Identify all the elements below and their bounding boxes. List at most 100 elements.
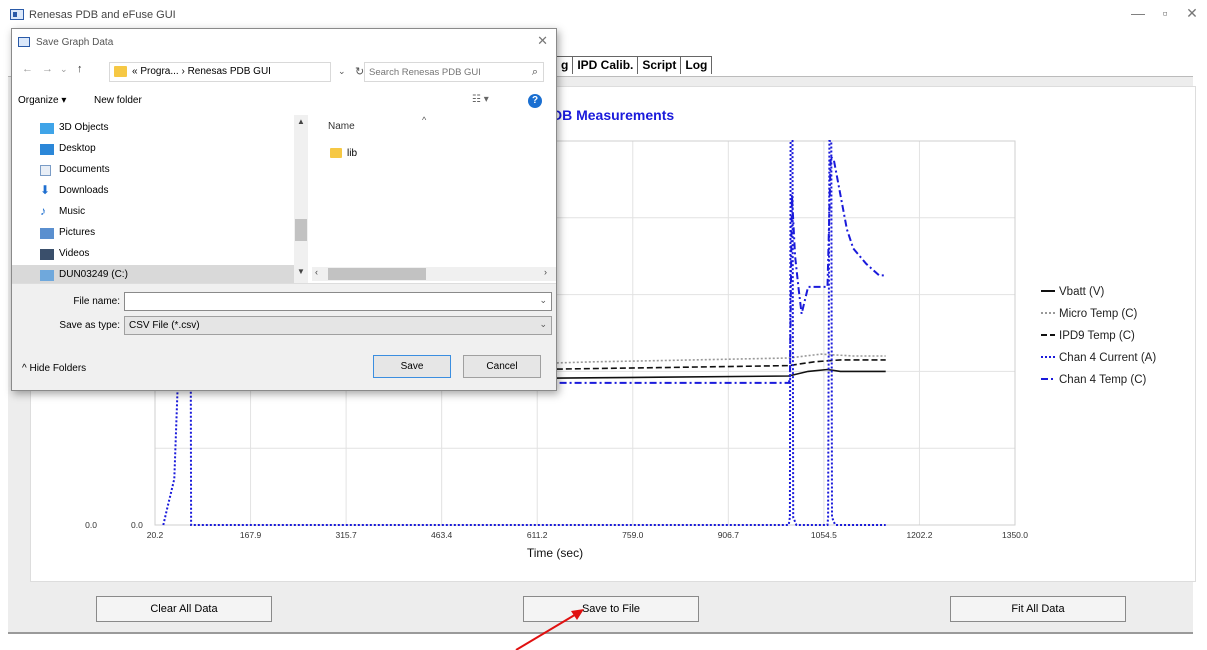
desktop-icon (40, 144, 54, 155)
chart-title: DB Measurements (552, 107, 674, 123)
tab-partial[interactable]: g (556, 56, 573, 74)
dialog-save-button[interactable]: Save (373, 355, 451, 378)
x-axis-label: Time (sec) (527, 546, 583, 560)
search-box[interactable]: ⌕ (364, 62, 544, 82)
videos-icon (40, 249, 54, 260)
help-icon[interactable]: ? (528, 94, 542, 108)
address-row: ← → ⌄ ↑ « Progra... › Renesas PDB GUI ⌄ … (12, 59, 556, 83)
nav-item-drive-c[interactable]: DUN03249 (C:) (12, 265, 294, 285)
nav-pane-scrollbar[interactable]: ▲ ▼ (294, 115, 308, 283)
chevron-down-icon[interactable]: ⌄ (539, 319, 547, 329)
nav-item-label: Videos (59, 248, 90, 259)
scrollbar-thumb[interactable] (328, 268, 426, 280)
x-tick-label: 463.4 (431, 530, 453, 540)
file-list-pane: ^ Name lib (312, 115, 556, 283)
sort-ascending-icon: ^ (422, 115, 427, 125)
tab-log[interactable]: Log (680, 56, 713, 74)
x-tick-label: 1202.2 (906, 530, 932, 540)
hide-folders-button[interactable]: ^ Hide Folders (22, 363, 87, 374)
x-tick-label: 20.2 (147, 530, 164, 540)
nav-item-label: Documents (59, 164, 110, 175)
x-tick-label: 167.9 (240, 530, 262, 540)
nav-item-music[interactable]: ♪ Music (40, 202, 306, 222)
legend-label: Micro Temp (C) (1059, 308, 1138, 320)
tab-ipd-calib[interactable]: IPD Calib. (572, 56, 638, 74)
tab-strip: g IPD Calib. Script Log (556, 54, 713, 74)
organize-menu[interactable]: Organize ▾ (18, 95, 67, 106)
nav-item-label: Pictures (59, 227, 96, 238)
refresh-icon[interactable]: ↻ (355, 66, 365, 78)
scroll-up-icon[interactable]: ▲ (297, 117, 305, 126)
address-bar[interactable]: « Progra... › Renesas PDB GUI ⌄ ↻ (109, 62, 364, 82)
x-tick-label: 906.7 (718, 530, 740, 540)
save-type-select[interactable]: CSV File (*.csv) ⌄ (124, 316, 552, 335)
cube-icon (40, 123, 54, 134)
view-options-icon[interactable]: ☷ ▾ (472, 94, 489, 105)
up-arrow-icon[interactable]: ↑ (77, 63, 83, 75)
main-titlebar: Renesas PDB and eFuse GUI — ▫ ✕ (0, 0, 1207, 30)
scrollbar-thumb[interactable] (295, 219, 307, 241)
minimize-icon[interactable]: — (1131, 5, 1145, 21)
dialog-title: Save Graph Data (36, 37, 114, 48)
file-name-input[interactable] (128, 294, 528, 309)
file-name-label: File name: (73, 296, 120, 307)
file-name-field[interactable]: ⌄ (124, 292, 552, 311)
nav-item-label: DUN03249 (C:) (59, 269, 128, 280)
nav-item-documents[interactable]: Documents (40, 160, 306, 180)
tab-script[interactable]: Script (637, 56, 681, 74)
folder-icon (330, 148, 342, 158)
nav-item-downloads[interactable]: ⬇ Downloads (40, 181, 306, 201)
close-icon[interactable]: ✕ (1186, 5, 1198, 21)
save-graph-dialog: Save Graph Data ✕ ← → ⌄ ↑ « Progra... › … (11, 28, 557, 391)
folder-icon (114, 66, 127, 77)
x-tick-label: 1350.0 (1002, 530, 1028, 540)
drive-icon (40, 270, 54, 281)
save-to-file-button[interactable]: Save to File (523, 596, 699, 622)
x-tick-label: 759.0 (622, 530, 644, 540)
address-path[interactable]: « Progra... › Renesas PDB GUI (132, 66, 271, 77)
forward-arrow-icon[interactable]: → (42, 63, 53, 75)
nav-item-label: 3D Objects (59, 122, 109, 133)
recent-locations-icon[interactable]: ⌄ (60, 64, 68, 74)
scroll-left-icon[interactable]: ‹ (315, 267, 318, 277)
window-title: Renesas PDB and eFuse GUI (29, 9, 176, 21)
legend-label: Chan 4 Temp (C) (1059, 374, 1147, 386)
name-column-header[interactable]: Name (328, 121, 355, 132)
dialog-cancel-button[interactable]: Cancel (463, 355, 541, 378)
navigation-pane: 3D Objects Desktop Documents ⬇ Downloads… (12, 115, 308, 285)
legend-label: Chan 4 Current (A) (1059, 352, 1156, 364)
scroll-down-icon[interactable]: ▼ (297, 267, 305, 276)
chevron-down-icon[interactable]: ⌄ (539, 295, 547, 305)
save-type-value: CSV File (*.csv) (129, 320, 200, 331)
fit-all-data-button[interactable]: Fit All Data (950, 596, 1126, 622)
chevron-down-icon[interactable]: ⌄ (338, 66, 346, 76)
maximize-icon[interactable]: ▫ (1162, 5, 1168, 21)
dialog-titlebar: Save Graph Data ✕ (12, 29, 556, 55)
nav-item-desktop[interactable]: Desktop (40, 139, 306, 159)
nav-item-pictures[interactable]: Pictures (40, 223, 306, 243)
command-bar: Organize ▾ New folder ☷ ▾ ? (12, 91, 556, 113)
file-pane-scrollbar[interactable]: ‹ › (312, 267, 556, 281)
pictures-icon (40, 228, 54, 239)
secondary-axis-tick-label: 0.0 (131, 520, 143, 530)
search-icon: ⌕ (531, 66, 538, 78)
legend-label: Vbatt (V) (1059, 286, 1105, 298)
nav-item-videos[interactable]: Videos (40, 244, 306, 264)
dialog-close-icon[interactable]: ✕ (537, 33, 548, 48)
app-icon (10, 9, 24, 20)
back-arrow-icon[interactable]: ← (22, 63, 33, 75)
documents-icon (40, 165, 51, 176)
search-input[interactable] (369, 65, 519, 79)
nav-item-label: Downloads (59, 185, 109, 196)
nav-item-3d-objects[interactable]: 3D Objects (40, 118, 306, 138)
save-type-label: Save as type: (59, 320, 120, 331)
x-tick-label: 611.2 (527, 530, 548, 540)
dialog-lower-panel: File name: ⌄ Save as type: CSV File (*.c… (12, 283, 556, 390)
x-tick-label: 1054.5 (811, 530, 837, 540)
scroll-right-icon[interactable]: › (544, 267, 547, 277)
nav-item-label: Music (59, 206, 86, 217)
new-folder-button[interactable]: New folder (94, 95, 142, 106)
clear-all-data-button[interactable]: Clear All Data (96, 596, 272, 622)
x-tick-label: 315.7 (335, 530, 357, 540)
